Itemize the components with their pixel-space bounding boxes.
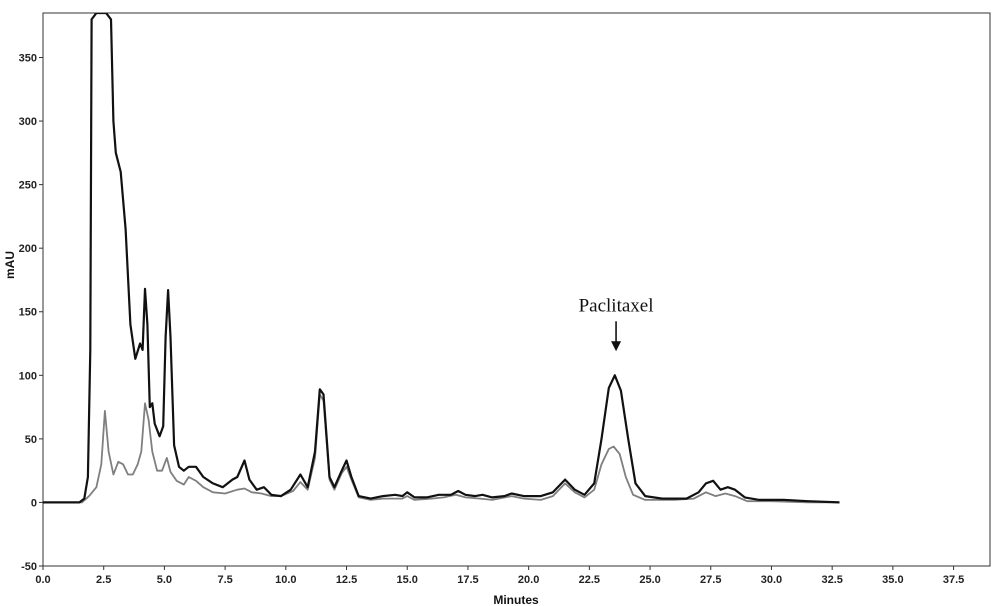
- y-tick-label: 0: [31, 497, 37, 509]
- annotation-arrow-head: [611, 341, 622, 352]
- x-tick-label: 17.5: [457, 574, 478, 586]
- annotation-layer: Paclitaxel: [579, 295, 654, 352]
- x-tick-label: 2.5: [96, 574, 111, 586]
- x-tick-label: 30.0: [761, 574, 782, 586]
- y-tick-label: 250: [19, 180, 37, 192]
- x-tick-label: 25.0: [639, 574, 660, 586]
- x-tick-label: 35.0: [882, 574, 903, 586]
- x-tick-label: 27.5: [700, 574, 721, 586]
- y-tick-label: -50: [21, 561, 37, 573]
- x-tick-label: 5.0: [157, 574, 172, 586]
- series-line-black: [43, 13, 840, 504]
- y-tick-label: 200: [19, 243, 37, 255]
- x-tick-label: 0.0: [35, 574, 50, 586]
- y-tick-label: 300: [19, 116, 37, 128]
- series-layer: [43, 13, 840, 504]
- x-tick-label: 12.5: [336, 574, 357, 586]
- y-tick-label: 100: [19, 370, 37, 382]
- x-tick-label: 32.5: [821, 574, 842, 586]
- x-tick-label: 7.5: [217, 574, 232, 586]
- x-tick-label: 15.0: [397, 574, 418, 586]
- annotation-label: Paclitaxel: [579, 295, 654, 316]
- x-axis: 0.0 2.5 5.0 7.5 10.0 12.5 15.0 17.5 20.0 22.5 25.0…: [35, 566, 964, 586]
- y-axis-title: mAU: [3, 251, 17, 279]
- x-tick-label: 37.5: [943, 574, 964, 586]
- y-tick-label: 350: [19, 52, 37, 64]
- y-tick-label: 150: [19, 307, 37, 319]
- x-tick-label: 10.0: [275, 574, 296, 586]
- x-axis-title: Minutes: [493, 593, 539, 606]
- x-tick-label: 22.5: [579, 574, 600, 586]
- x-tick-label: 20.0: [518, 574, 539, 586]
- y-axis: -50 0 50 100 150 200 250 300 350: [19, 52, 43, 573]
- y-tick-label: 50: [25, 434, 37, 446]
- series-line-grey: [43, 393, 840, 504]
